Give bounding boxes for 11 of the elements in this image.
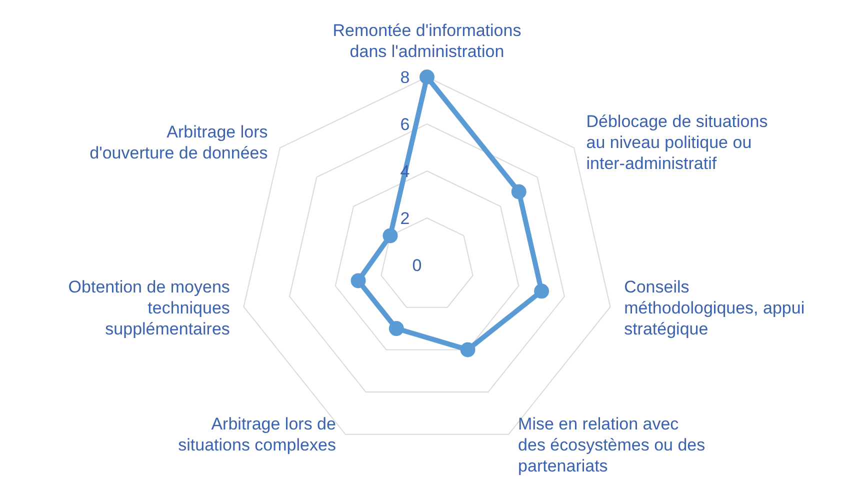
spoke-label: Mise en relation avec des écosystèmes ou des partenariats <box>518 414 706 476</box>
spoke-label: Conseils méthodologiques, appui stratégique <box>624 278 805 339</box>
spoke-label: Arbitrage lors de situations complexes <box>178 414 336 455</box>
y-tick-label: 0 <box>412 256 422 275</box>
spoke-label: Obtention de moyens techniques supplémentaires <box>68 278 230 339</box>
spoke-label: Arbitrage lors d'ouverture de données <box>90 122 268 162</box>
spoke-label: Déblocage de situations au niveau politique ou inter-administratif <box>586 112 768 173</box>
y-tick-label: 6 <box>400 115 410 134</box>
y-tick-label: 2 <box>400 209 410 228</box>
spoke-label: Remontée d'informations dans l'administration <box>332 21 522 61</box>
y-tick-label: 8 <box>400 68 410 87</box>
